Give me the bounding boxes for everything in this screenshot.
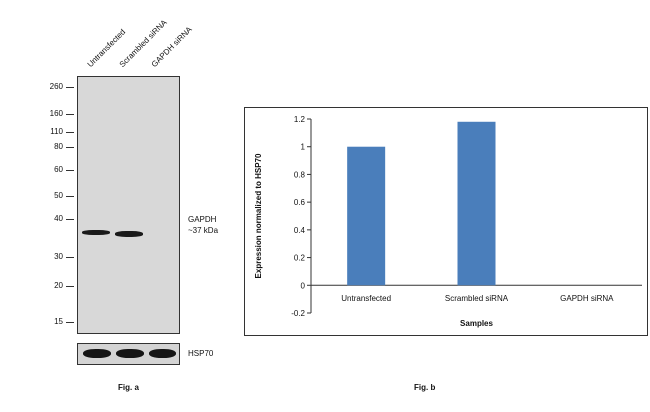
target-molecular-weight: ~37 kDa xyxy=(188,226,219,235)
y-tick-label: 0.6 xyxy=(294,198,306,207)
bar-chart: -0.2 0 0.2 0.4 0.6 0.8 1 1.2 Untransfected Scramb… xyxy=(254,115,642,328)
marker-label: 20 xyxy=(54,281,63,290)
fig-b-caption: Fig. b xyxy=(414,383,436,392)
y-tick-label: 0.4 xyxy=(294,226,306,235)
marker-tick xyxy=(66,114,74,115)
y-tick-label: 1 xyxy=(301,143,306,152)
marker-label: 40 xyxy=(54,214,63,223)
x-tick-label: GAPDH siRNA xyxy=(560,294,614,303)
marker-tick xyxy=(66,87,74,88)
chart-frame: -0.2 0 0.2 0.4 0.6 0.8 1 1.2 Untransfected Scramb… xyxy=(244,107,648,336)
x-tick-label: Scrambled siRNA xyxy=(445,294,509,303)
marker-label: 110 xyxy=(50,127,63,136)
marker-tick xyxy=(66,322,74,323)
band-hsp70-untransfected xyxy=(83,349,111,358)
y-tick-label: -0.2 xyxy=(291,309,305,318)
marker-tick xyxy=(66,132,74,133)
bar-2 xyxy=(457,121,496,286)
target-protein-name: GAPDH xyxy=(188,215,217,224)
x-tick-label: Untransfected xyxy=(341,294,391,303)
band-gapdh-untransfected xyxy=(82,230,110,235)
y-tick-label: 0 xyxy=(301,281,306,290)
marker-label: 80 xyxy=(54,142,63,151)
loading-control-blot xyxy=(77,343,180,365)
fig-a-caption: Fig. a xyxy=(118,383,139,392)
blot-membrane xyxy=(77,76,180,334)
x-axis-title: Samples xyxy=(460,319,493,328)
band-gapdh-scrambled-sirna xyxy=(115,231,143,237)
y-tick-label: 0.8 xyxy=(294,170,306,179)
marker-tick xyxy=(66,286,74,287)
marker-tick xyxy=(66,219,74,220)
marker-label: 15 xyxy=(54,317,63,326)
bar-1 xyxy=(347,146,386,286)
marker-tick xyxy=(66,257,74,258)
band-hsp70-scrambled-sirna xyxy=(116,349,144,358)
y-tick-label: 1.2 xyxy=(294,115,306,124)
control-label: HSP70 xyxy=(188,349,214,358)
band-hsp70-gapdh-sirna xyxy=(149,349,176,358)
marker-tick xyxy=(66,196,74,197)
marker-label: 30 xyxy=(54,252,63,261)
marker-tick xyxy=(66,147,74,148)
marker-tick xyxy=(66,170,74,171)
target-label: GAPDH ~37 kDa xyxy=(188,214,218,236)
y-tick-label: 0.2 xyxy=(294,254,306,263)
y-axis-title: Expression normalized to HSP70 xyxy=(254,153,263,278)
marker-label: 160 xyxy=(49,109,63,118)
marker-label: 50 xyxy=(54,191,63,200)
marker-label: 60 xyxy=(54,165,63,174)
marker-label: 260 xyxy=(49,82,63,91)
